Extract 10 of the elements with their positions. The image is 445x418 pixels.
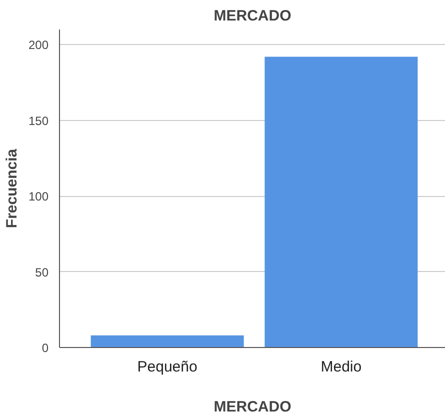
y-axis-title: Frecuencia	[3, 148, 20, 228]
x-axis-title: MERCADO	[214, 398, 292, 416]
y-tick-label: 0	[42, 341, 49, 355]
chart-title: MERCADO	[214, 8, 292, 24]
y-tick-label: 50	[35, 265, 49, 280]
y-tick-label: 200	[28, 38, 49, 52]
x-tick-label: Pequeño	[137, 358, 198, 376]
y-tick-label: 100	[28, 190, 49, 204]
x-tick-label: Medio	[320, 358, 362, 376]
y-tick-label: 150	[28, 114, 49, 128]
